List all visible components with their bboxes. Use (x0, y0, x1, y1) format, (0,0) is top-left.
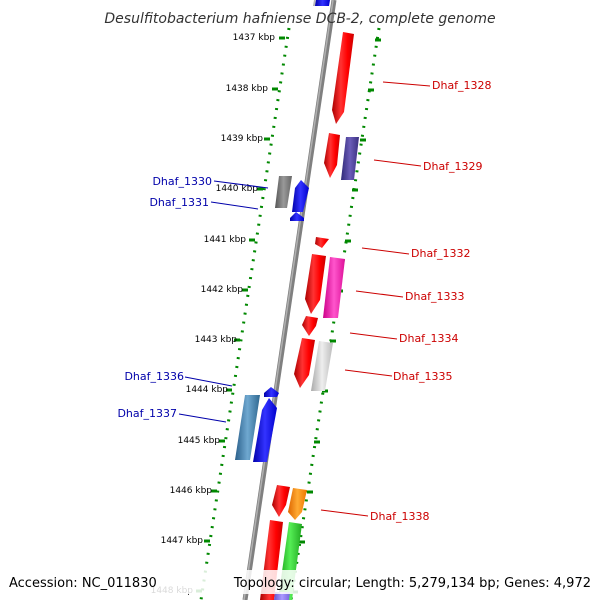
leader-line (344, 369, 393, 377)
tick-label: 1445 kbp (178, 436, 221, 446)
leader-line (382, 81, 431, 87)
gene-arrow-dhaf-1335[interactable] (311, 341, 333, 391)
gene-arrow-dhaf-1333[interactable] (323, 257, 345, 318)
gene-label-dhaf-1336[interactable]: Dhaf_1336 (124, 370, 184, 383)
gene-arrow-dhaf-1336[interactable] (235, 395, 260, 460)
gene-labels: Dhaf_1328 Dhaf_1329 Dhaf_1332 Dhaf_1333 … (117, 79, 491, 523)
genome-line-highlight (243, 0, 334, 600)
gene-arrow-dhaf-1338[interactable] (288, 488, 307, 520)
topology-text: Topology: circular; Length: 5,279,134 bp… (233, 576, 591, 591)
gene-arrow-dhaf-1334[interactable] (302, 316, 318, 336)
leader-line (361, 247, 410, 255)
tick-label: 1447 kbp (161, 536, 204, 546)
gene-label-dhaf-1329[interactable]: Dhaf_1329 (423, 160, 483, 173)
tick-label: 1439 kbp (221, 134, 264, 144)
gene-label-dhaf-1338[interactable]: Dhaf_1338 (370, 510, 430, 523)
gene-arrow[interactable] (315, 0, 330, 6)
gene-arrow-dhaf-1332[interactable] (315, 237, 329, 248)
gene-arrow-dhaf-1329[interactable] (341, 137, 359, 180)
tick-label: 1438 kbp (226, 84, 269, 94)
gene-arrow[interactable] (290, 212, 304, 221)
tick-label: 1440 kbp (216, 184, 259, 194)
label-leaders (178, 81, 431, 517)
tick-label: 1443 kbp (195, 335, 238, 345)
gene-label-dhaf-1337[interactable]: Dhaf_1337 (117, 407, 177, 420)
footer-background (0, 570, 600, 594)
gene-arrow-dhaf-1330[interactable] (275, 176, 292, 208)
leader-line (213, 180, 269, 189)
genome-line (242, 0, 337, 600)
gene-label-dhaf-1334[interactable]: Dhaf_1334 (399, 332, 459, 345)
leader-line (355, 290, 404, 298)
genes (235, 0, 359, 600)
leader-line (349, 332, 398, 340)
leader-line (320, 509, 369, 517)
accession-text: Accession: NC_011830 (9, 576, 157, 591)
gene-label-dhaf-1335[interactable]: Dhaf_1335 (393, 370, 453, 383)
gene-label-dhaf-1328[interactable]: Dhaf_1328 (432, 79, 492, 92)
tick-label: 1441 kbp (204, 235, 247, 245)
leader-line (184, 376, 233, 387)
tick-marks (196, 36, 285, 593)
gene-arrow[interactable] (264, 387, 279, 397)
gene-label-dhaf-1330[interactable]: Dhaf_1330 (152, 175, 212, 188)
tick-label: 1446 kbp (170, 486, 213, 496)
leader-line (210, 201, 259, 210)
gene-arrow[interactable] (294, 338, 315, 388)
tick-label: 1442 kbp (201, 285, 244, 295)
gene-label-dhaf-1332[interactable]: Dhaf_1332 (411, 247, 471, 260)
gene-label-dhaf-1331[interactable]: Dhaf_1331 (149, 196, 209, 209)
tick-label: 1444 kbp (186, 385, 229, 395)
gene-label-dhaf-1333[interactable]: Dhaf_1333 (405, 290, 465, 303)
gene-arrow-dhaf-1331[interactable] (292, 180, 309, 212)
gene-arrow[interactable] (324, 133, 340, 178)
gene-arrow[interactable] (305, 254, 326, 314)
gene-arrow[interactable] (272, 485, 290, 517)
gene-arrow-dhaf-1328[interactable] (332, 32, 354, 124)
tick-label: 1437 kbp (233, 33, 276, 43)
map-title: Desulfitobacterium hafniense DCB-2, comp… (104, 11, 495, 27)
leader-line (373, 159, 422, 167)
gene-arrow-dhaf-1337[interactable] (253, 398, 277, 462)
leader-line (178, 413, 227, 423)
reverse-strand-line (199, 27, 291, 600)
